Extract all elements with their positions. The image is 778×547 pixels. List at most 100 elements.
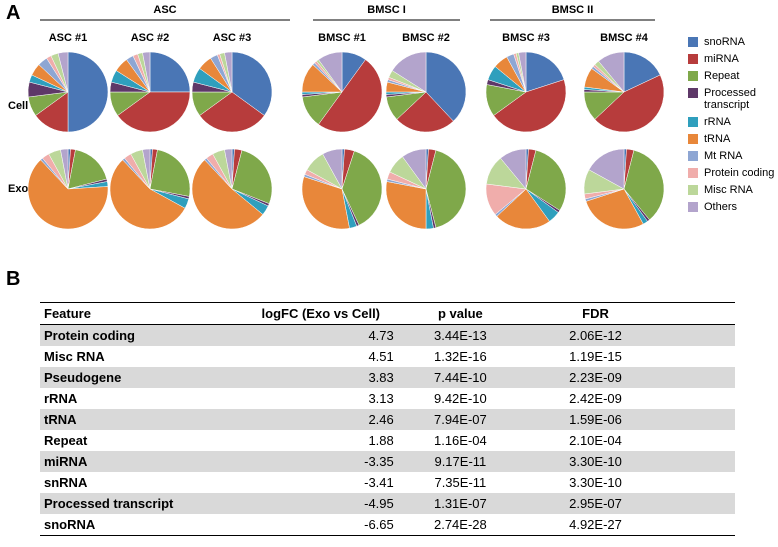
column-header: FDR: [521, 302, 735, 325]
pie-slice: [231, 149, 273, 205]
pie-slice: [391, 51, 427, 93]
legend-entry: tRNA: [688, 133, 778, 145]
pie-slice: [117, 91, 191, 133]
results-table: Feature logFC (Exo vs Cell) p value FDR Pro…: [40, 302, 735, 536]
legend-swatch: [688, 202, 698, 212]
table-row: Pseudogene 3.83 7.44E-10 2.23E-09: [40, 367, 735, 388]
table-cell: snoRNA: [44, 517, 96, 532]
table-row: miRNA -3.35 9.17E-11 3.30E-10: [40, 451, 735, 472]
table-cell: 2.74E-28: [433, 517, 487, 532]
table-row: tRNA 2.46 7.94E-07 1.59E-06: [40, 409, 735, 430]
table-cell: 1.32E-16: [433, 349, 487, 364]
table-cell: 3.44E-13: [433, 328, 487, 343]
pie-slice: [425, 51, 467, 122]
legend-entry: Misc RNA: [688, 184, 778, 196]
table-row: Misc RNA 4.51 1.32E-16 1.19E-15: [40, 346, 735, 367]
table-cell: 4.92E-27: [569, 517, 622, 532]
row-label: Cell: [8, 100, 28, 112]
table-cell: miRNA: [44, 454, 88, 469]
legend-swatch: [688, 185, 698, 195]
table-row: Processed transcript -4.95 1.31E-07 2.95E-0…: [40, 493, 735, 514]
pie-slice: [425, 149, 467, 229]
pie-slice: [588, 148, 625, 190]
table-cell: 3.83: [368, 370, 394, 385]
pie-slice: [623, 149, 665, 221]
legend-entry: Mt RNA: [688, 150, 778, 162]
pie-slice: [385, 181, 427, 230]
table-cell: -6.65: [364, 517, 394, 532]
group-label: BMSC II: [552, 4, 594, 16]
legend-entry: Repeat: [688, 70, 778, 82]
table-row: snoRNA -6.65 2.74E-28 4.92E-27: [40, 514, 735, 536]
pie-slice: [623, 51, 661, 93]
table-cell: Repeat: [44, 433, 88, 448]
pie-slice: [231, 51, 273, 116]
table-cell: rRNA: [44, 391, 78, 406]
pie-slice: [27, 159, 109, 230]
table-cell: 3.30E-10: [569, 454, 622, 469]
legend: snoRNA miRNA Repeat Processed transcript rRN…: [688, 36, 778, 218]
table-cell: 9.42E-10: [433, 391, 487, 406]
pie-slice: [191, 159, 264, 230]
pie-slice: [301, 176, 350, 230]
pie-slice: [496, 188, 550, 230]
legend-swatch: [688, 54, 698, 64]
pie-slice: [525, 51, 565, 93]
legend-entry: Protein coding: [688, 167, 778, 179]
pie-slice: [518, 51, 527, 93]
legend-entry: snoRNA: [688, 36, 778, 48]
legend-label: miRNA: [704, 53, 739, 65]
legend-label: Others: [704, 201, 738, 213]
legend-swatch: [688, 88, 698, 98]
sample-label: BMSC #3: [502, 32, 550, 44]
pie-slice: [525, 149, 567, 211]
table-row: Protein coding 4.73 3.44E-13 2.06E-12: [40, 324, 735, 346]
pie-slice: [500, 148, 527, 190]
column-header: logFC (Exo vs Cell): [243, 302, 399, 325]
panel-label: B: [6, 268, 21, 290]
pie-slice: [594, 74, 665, 133]
pie-slice: [142, 51, 151, 93]
legend-swatch: [688, 151, 698, 161]
pie-slice: [60, 148, 69, 190]
table-cell: Pseudogene: [44, 370, 122, 385]
pie-slice: [142, 148, 151, 190]
legend-label: Mt RNA: [704, 150, 743, 162]
table-cell: 7.35E-11: [434, 475, 487, 490]
table-cell: 2.42E-09: [569, 391, 622, 406]
table-cell: 7.44E-10: [433, 370, 487, 385]
table-cell: 1.19E-15: [569, 349, 622, 364]
legend-label: Misc RNA: [704, 184, 753, 196]
pie-slice: [341, 150, 383, 226]
legend-swatch: [688, 134, 698, 144]
group-label: BMSC I: [367, 4, 406, 16]
pie-slice: [224, 148, 233, 190]
sample-label: BMSC #2: [402, 32, 450, 44]
pie-slice: [67, 51, 109, 133]
pie-slice: [322, 148, 343, 190]
table-cell: -3.41: [364, 475, 394, 490]
legend-label: Repeat: [704, 70, 740, 82]
sample-label: BMSC #1: [318, 32, 366, 44]
pie-slice: [318, 51, 343, 93]
table-row: Repeat 1.88 1.16E-04 2.10E-04: [40, 430, 735, 451]
column-header: p value: [398, 302, 522, 325]
column-header: Feature: [40, 302, 244, 325]
pie-slice: [402, 148, 427, 190]
pie-slice: [199, 91, 265, 133]
pie-slice: [224, 51, 233, 93]
pie-slice: [149, 51, 191, 93]
pie-slice: [109, 159, 186, 230]
legend-label: tRNA: [704, 133, 731, 145]
sample-label: ASC #1: [49, 32, 88, 44]
legend-swatch: [688, 117, 698, 127]
table-cell: 3.13: [368, 391, 394, 406]
table-cell: Processed transcript: [44, 496, 174, 511]
legend-swatch: [688, 71, 698, 81]
table-cell: -4.95: [364, 496, 394, 511]
table-cell: 3.30E-10: [569, 475, 622, 490]
table-cell: 1.16E-04: [433, 433, 487, 448]
legend-label: snoRNA: [704, 36, 745, 48]
sample-label: BMSC #4: [600, 32, 649, 44]
